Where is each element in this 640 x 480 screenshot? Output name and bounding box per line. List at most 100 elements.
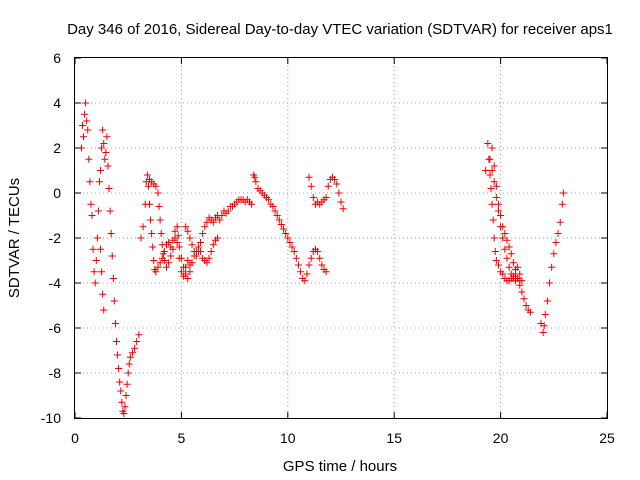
data-point [92,257,100,264]
data-point [82,99,90,107]
data-point [169,245,177,253]
data-point [100,140,108,147]
data-point [482,167,490,174]
data-point [282,230,290,237]
data-point [499,234,507,242]
data-point [156,216,164,224]
data-point [248,200,256,208]
data-point [307,182,315,190]
x-axis-label: GPS time / hours [283,458,397,475]
data-point [159,250,167,258]
data-point [121,403,129,411]
data-point [184,227,192,235]
data-point [488,200,496,208]
data-point [117,387,125,395]
data-point [156,259,164,267]
data-point [505,263,513,271]
data-point [497,212,505,219]
data-point [84,126,92,134]
x-tick-label: 10 [280,430,296,446]
data-point [91,279,99,287]
data-point [543,297,551,305]
data-point [509,259,517,267]
data-point [286,239,294,246]
data-point [194,248,202,255]
y-tick-label: -10 [41,410,61,426]
data-points [77,99,567,417]
data-point [145,200,153,208]
data-point [184,275,192,282]
data-point [337,198,345,206]
data-point [316,254,324,262]
data-point [546,279,554,287]
data-point [131,344,139,352]
data-point [118,398,126,406]
data-point [294,261,302,269]
data-point [85,155,93,163]
data-point [218,212,226,219]
data-point [158,241,166,249]
data-point [494,200,502,208]
data-point [324,182,332,190]
data-point [197,239,205,246]
data-point [160,257,168,264]
x-tick-label: 25 [599,430,615,446]
y-tick-label: 0 [53,185,61,201]
data-point [98,268,106,276]
y-tick-label: -4 [49,275,62,291]
data-point [548,263,556,271]
data-point [492,194,500,201]
data-point [507,250,515,258]
data-point [124,369,132,377]
y-tick-label: -8 [49,365,62,381]
data-point [148,230,156,237]
data-point [126,353,134,361]
y-tick-label: -2 [49,230,62,246]
data-point [149,243,157,251]
data-point [252,178,260,186]
data-point [103,133,111,141]
data-point [333,180,341,188]
data-point [155,203,163,210]
data-point [139,223,147,231]
data-point [207,248,215,255]
data-point [203,259,211,267]
data-point [125,360,133,368]
data-point [205,254,213,262]
data-point [177,268,185,276]
axis-ticks [74,57,608,419]
y-tick-label: -6 [49,320,62,336]
data-point [177,254,185,262]
data-point [552,239,560,246]
data-point [492,257,500,264]
y-tick-label: 4 [53,95,61,111]
data-point [224,207,232,215]
data-point [216,216,224,224]
data-point [322,194,330,201]
data-point [81,110,89,118]
data-point [201,223,209,231]
data-point [90,268,98,276]
data-point [331,176,339,183]
data-point [88,212,96,219]
data-point [335,189,343,197]
data-point [539,329,547,336]
data-point [174,232,182,240]
data-point [83,117,91,125]
data-point [152,182,160,190]
data-point [526,308,534,316]
data-point [251,173,259,181]
data-point [135,331,143,339]
data-point [186,234,194,242]
data-point [147,216,155,224]
data-point [520,295,528,303]
data-point [78,122,86,129]
data-point [154,189,162,197]
data-point [167,252,175,260]
data-point [98,144,106,152]
data-point [265,196,273,204]
data-point [558,200,566,208]
data-point [339,205,347,213]
data-point [492,182,500,190]
data-point [120,410,128,417]
